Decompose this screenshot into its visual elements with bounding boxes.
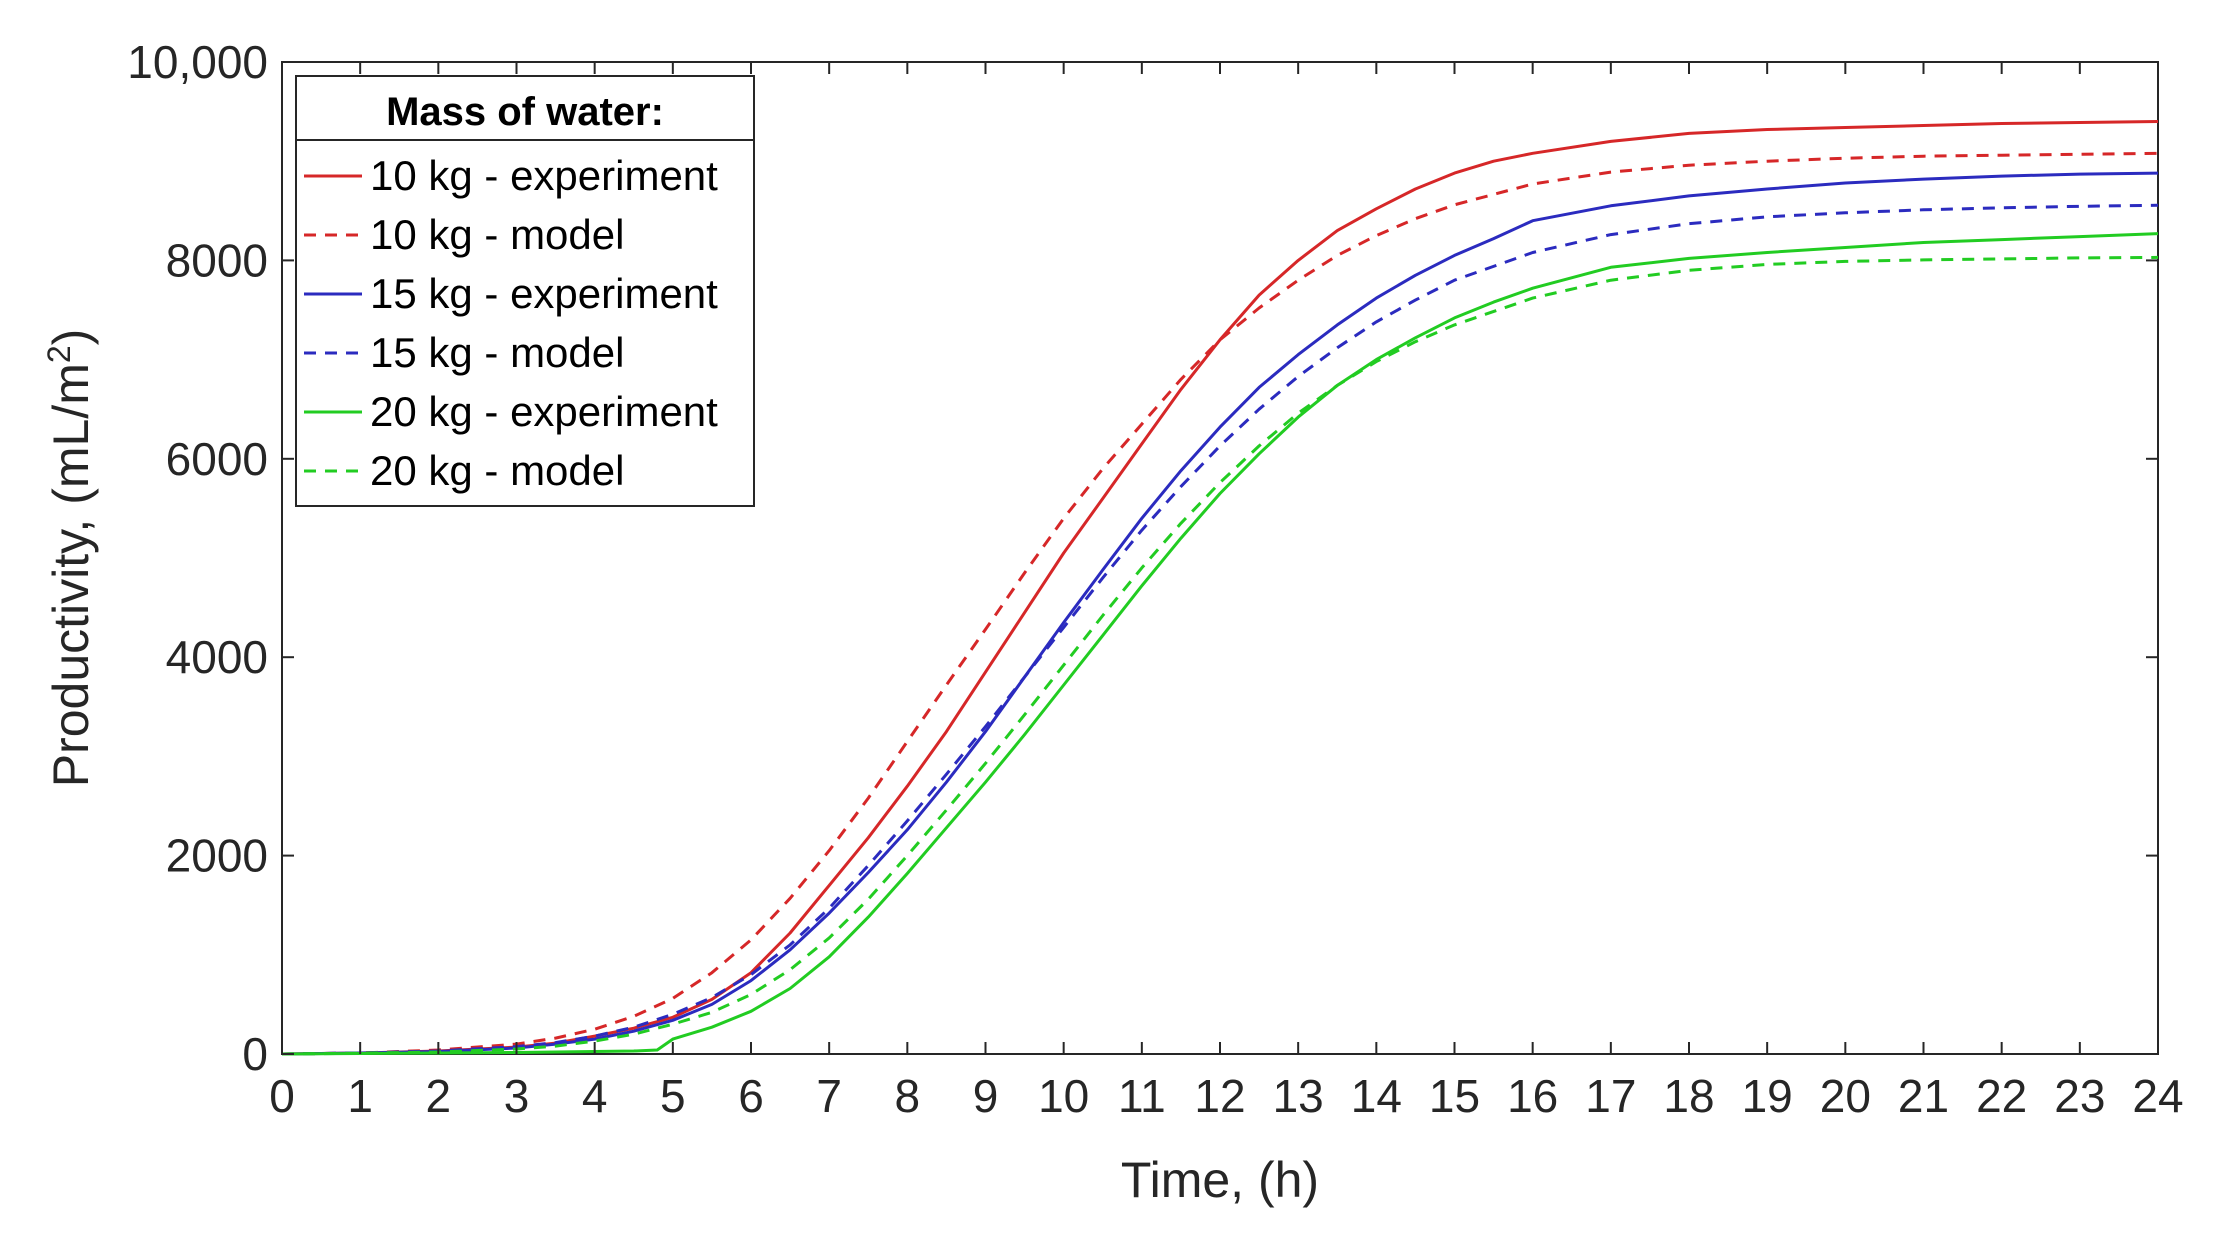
- x-tick-label: 12: [1194, 1070, 1245, 1122]
- series-line-20-kg-experiment: [281, 232, 2159, 1056]
- x-tick-label: 4: [582, 1070, 608, 1122]
- y-tick-label: 2000: [166, 830, 268, 882]
- legend-label: 15 kg - experiment: [370, 270, 718, 317]
- x-tick-label: 10: [1038, 1070, 1089, 1122]
- x-tick-label: 24: [2132, 1070, 2183, 1122]
- legend-box: [295, 75, 755, 507]
- y-tick-label: 8000: [166, 234, 268, 286]
- x-tick-label: 6: [738, 1070, 764, 1122]
- x-tick-label: 7: [816, 1070, 842, 1122]
- x-tick-label: 2: [426, 1070, 452, 1122]
- x-axis-title: Time, (h): [1121, 1152, 1319, 1208]
- y-tick-label: 10,000: [127, 36, 268, 88]
- x-tick-label: 14: [1351, 1070, 1402, 1122]
- legend-label: 10 kg - experiment: [370, 152, 718, 199]
- x-tick-label: 17: [1585, 1070, 1636, 1122]
- y-axis-title: Productivity, (mL/m2): [41, 329, 99, 788]
- series-line-15-kg-model: [281, 203, 2159, 1056]
- x-tick-label: 13: [1273, 1070, 1324, 1122]
- x-tick-label: 9: [973, 1070, 999, 1122]
- x-tick-label: 16: [1507, 1070, 1558, 1122]
- x-tick-label: 15: [1429, 1070, 1480, 1122]
- x-tick-label: 23: [2054, 1070, 2105, 1122]
- x-axis-ticks: 0 1 2 3 4 5 6 7 8 9 10 11 12 13 14 15 16 17 18 19 20 21 22 23 24: [269, 62, 2184, 1122]
- legend-label: 15 kg - model: [370, 329, 624, 376]
- x-tick-label: 5: [660, 1070, 686, 1122]
- series-line-10-kg-model: [281, 151, 2159, 1056]
- x-tick-label: 0: [269, 1070, 295, 1122]
- x-tick-label: 3: [504, 1070, 530, 1122]
- y-tick-label: 6000: [166, 433, 268, 485]
- y-axis-title-superscript: 2: [41, 345, 77, 363]
- x-tick-label: 8: [895, 1070, 921, 1122]
- series-layer: [281, 120, 2159, 1056]
- y-tick-label: 0: [242, 1028, 268, 1080]
- y-axis-ticks: 0 2000 4000 6000 8000 10,000: [127, 36, 2158, 1080]
- x-tick-label: 21: [1898, 1070, 1949, 1122]
- x-tick-label: 18: [1663, 1070, 1714, 1122]
- legend-entries: 10 kg - experiment 10 kg - model 15 kg - e…: [304, 152, 718, 494]
- y-axis-title-main: Productivity, (mL/m: [43, 363, 99, 787]
- y-tick-label: 4000: [166, 631, 268, 683]
- legend-label: 20 kg - model: [370, 447, 624, 494]
- legend-label: 10 kg - model: [370, 211, 624, 258]
- series-line-15-kg-experiment: [281, 171, 2159, 1056]
- x-tick-label: 20: [1820, 1070, 1871, 1122]
- series-line-20-kg-model: [281, 255, 2159, 1056]
- legend-title: Mass of water:: [386, 90, 664, 134]
- x-tick-label: 19: [1742, 1070, 1793, 1122]
- x-tick-label: 22: [1976, 1070, 2027, 1122]
- x-tick-label: 1: [347, 1070, 373, 1122]
- y-axis-title-close: ): [43, 329, 99, 346]
- x-tick-label: 11: [1118, 1070, 1166, 1122]
- legend-label: 20 kg - experiment: [370, 388, 718, 435]
